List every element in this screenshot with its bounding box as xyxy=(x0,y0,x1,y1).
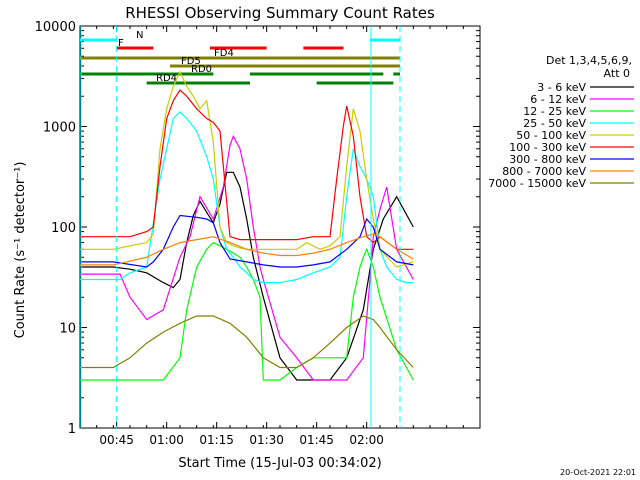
legend-entry: 300 - 800 keV xyxy=(509,153,586,166)
series-line xyxy=(80,171,414,381)
legend-title: Det 1,3,4,5,6,9, xyxy=(546,54,632,67)
legend-entry: 50 - 100 keV xyxy=(516,129,586,142)
footer-date: 20-Oct-2021 22:01 xyxy=(560,468,636,477)
x-tick-labels: 00:45 01:00 01:15 01:30 01:45 02:00 xyxy=(99,433,384,447)
legend-subtitle: Att 0 xyxy=(604,67,630,80)
legend-entry: 7000 - 15000 keV xyxy=(488,177,586,190)
legend-entry: 3 - 6 keV xyxy=(537,81,586,94)
legend-entry: 100 - 300 keV xyxy=(509,141,586,154)
series-line xyxy=(80,315,414,369)
annotation-label: N xyxy=(136,30,143,41)
annotation-label: F xyxy=(118,38,124,49)
series-line xyxy=(80,89,414,250)
annotation-label: RD0 xyxy=(191,64,212,75)
y-axis-label: Count Rate (s⁻¹ detector⁻¹) xyxy=(13,162,28,339)
y-tick-label: 10000 xyxy=(35,20,76,35)
series-line xyxy=(80,233,414,266)
x-tick-label: 01:15 xyxy=(199,433,234,447)
y-tick-label: 100 xyxy=(51,221,76,236)
series-line xyxy=(80,110,414,284)
annotation-label: FD4 xyxy=(214,48,234,59)
y-tick-label: 1000 xyxy=(43,121,76,136)
x-tick-label: 00:45 xyxy=(99,433,134,447)
y-tick-label: 1 xyxy=(68,422,76,437)
x-tick-label: 01:45 xyxy=(299,433,334,447)
x-axis-label: Start Time (15-Jul-03 00:34:02) xyxy=(178,456,381,471)
series-lines xyxy=(80,70,414,381)
legend-entry: 6 - 12 keV xyxy=(530,93,586,106)
legend-entry: 12 - 25 keV xyxy=(523,105,586,118)
series-line xyxy=(80,214,414,268)
y-tick-labels: 1 10 100 1000 10000 xyxy=(35,20,76,437)
y-tick-label: 10 xyxy=(59,322,76,337)
annotation-label: RD4 xyxy=(156,73,177,84)
series-line xyxy=(80,134,414,381)
time-markers xyxy=(80,26,401,428)
series-line xyxy=(80,70,414,268)
series-line xyxy=(80,241,414,381)
x-tick-label: 01:00 xyxy=(149,433,184,447)
legend-entry: 800 - 7000 keV xyxy=(502,165,586,178)
x-tick-label: 02:00 xyxy=(349,433,384,447)
annotation-label: FD5 xyxy=(181,56,201,67)
x-tick-label: 01:30 xyxy=(249,433,284,447)
chart-title: RHESSI Observing Summary Count Rates xyxy=(125,4,435,22)
legend-entry: 25 - 50 keV xyxy=(523,117,586,130)
